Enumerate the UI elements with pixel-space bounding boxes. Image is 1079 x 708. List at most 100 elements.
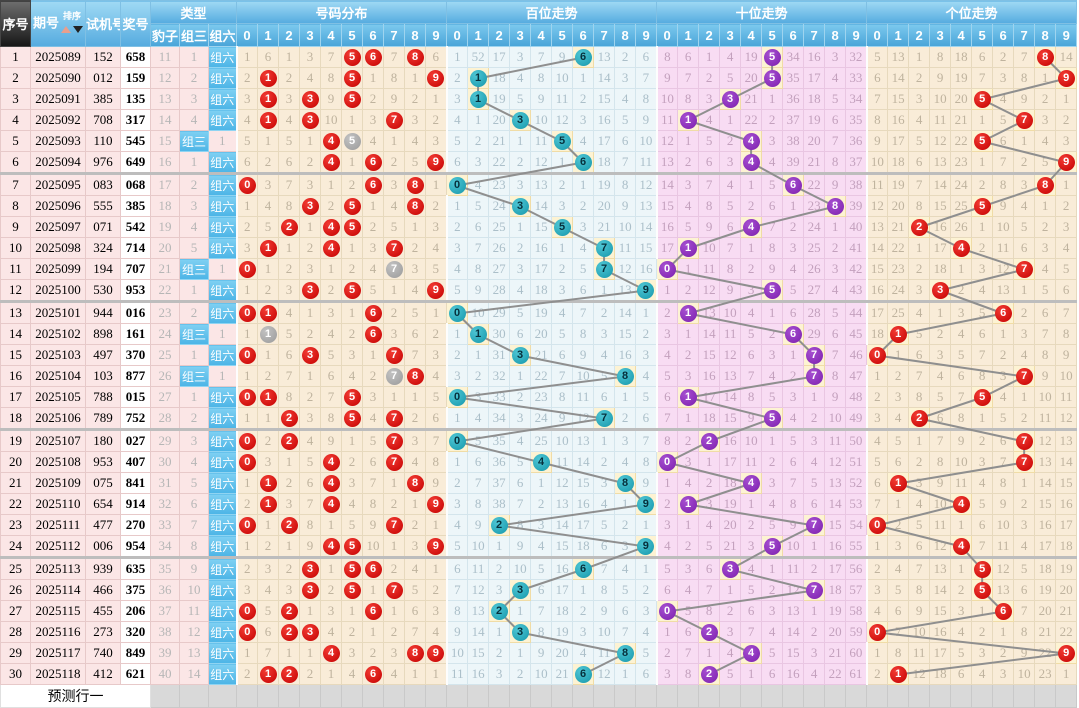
tens-miss-cell: 3 [824,258,847,280]
tens-miss-cell: 2 [698,472,721,494]
group3-cell: 3 [179,429,209,452]
dist-cell: 6 [362,663,385,685]
tens-miss-cell: 4 [803,663,826,685]
hundreds-miss-cell: 2 [572,600,595,622]
hundreds-miss-cell: 13 [467,600,490,622]
tens-miss-cell: 15 [719,407,742,431]
dist-cell: 1 [235,323,259,345]
digit-header: 5 [761,23,784,47]
tens-miss-cell: 4 [698,109,721,131]
test-number-cell: 708 [85,109,121,131]
drawn-digit-circle: 0 [238,433,256,450]
hundreds-miss-cell: 9 [551,46,574,68]
units-digit-circle: 5 [973,91,991,108]
table-row: 8 2025096 555 385 18 3 组六 1 4 8 3 2 5 1 4 8 2 1 5 24 3 14 3 2 20… [0,195,1078,217]
units-miss-cell: 15 [1055,472,1078,494]
tens-miss-cell: 9 [824,173,847,196]
dist-cell: 1 [257,407,280,431]
tens-miss-cell: 2 [677,151,700,175]
period-cell: 2025100 [30,279,86,303]
drawn-digit-circle: 5 [343,410,361,427]
units-miss-cell: 7 [929,429,952,452]
dist-cell: 2 [341,451,364,473]
units-miss-cell: 13 [992,579,1015,601]
tens-miss-cell: 13 [698,301,721,324]
prediction-empty-cell [929,684,952,708]
leopard-miss-cell: 30 [150,451,180,473]
units-miss-cell: 5 [950,344,973,366]
tens-miss-cell: 10 [719,301,742,324]
units-miss-cell: 10 [1034,386,1057,408]
dist-cell: 3 [299,279,322,303]
hundreds-miss-cell: 8 [467,493,490,515]
hundreds-miss-cell: 2 [467,130,490,152]
tens-miss-cell: 12 [719,344,742,366]
units-miss-cell: 18 [1034,557,1057,580]
group3-cell: 1 [179,279,209,303]
section-header-0: 号码分布 [236,0,448,24]
dist-cell: 1 [235,195,259,217]
table-row: 23 2025111 477 270 33 7 组六 0 1 2 8 1 5 9 7 2 1 4 9 2 8 3 14 17 5… [0,514,1078,536]
digit-header: 4 [530,23,553,47]
hundreds-miss-cell: 6 [467,451,490,473]
tens-miss-cell: 56 [845,557,868,580]
table-row: 22 2025110 654 914 32 6 组六 2 1 3 7 4 4 8 2 1 9 3 8 38 7 2 13 16… [0,493,1078,515]
hundreds-miss-cell: 2 [509,151,532,175]
leopard-miss-cell: 12 [150,67,180,89]
tens-miss-cell: 4 [782,407,805,431]
units-miss-cell: 17 [929,642,952,664]
prediction-empty-cell [1034,684,1057,708]
dist-cell: 4 [320,237,343,259]
seq-cell: 8 [0,195,31,217]
group3-cell: 1 [179,344,209,366]
dist-cell: 3 [278,279,301,303]
tens-miss-cell: 34 [782,46,805,68]
tens-miss-cell: 21 [740,88,763,110]
dist-cell: 1 [425,514,448,536]
units-digit-circle: 4 [952,496,970,513]
period-cell: 2025108 [30,451,86,473]
hundreds-miss-cell: 16 [467,663,490,685]
hundreds-miss-cell: 4 [530,535,553,559]
hundreds-miss-cell: 12 [530,151,553,175]
hundreds-miss-cell: 1 [509,600,532,622]
units-miss-cell: 3 [971,258,994,280]
hundreds-miss-cell: 3 [635,344,658,366]
units-miss-cell: 3 [1034,109,1057,131]
tens-miss-cell: 4 [761,151,784,175]
sort-desc-icon[interactable] [73,25,83,33]
units-hit-cell: 9 [1055,642,1078,664]
sort-asc-icon[interactable] [61,25,71,33]
hundreds-miss-cell: 4 [445,109,469,131]
hundreds-miss-cell: 7 [509,493,532,515]
hundreds-miss-cell: 11 [530,130,553,152]
table-row: 16 2025104 103 877 26 组三 1 1 2 7 1 6 4 2 7 8 4 3 2 32 1 22 7 10… [0,365,1078,387]
tens-miss-cell: 3 [677,365,700,387]
units-miss-cell: 2 [929,323,952,345]
hundreds-digit-circle: 2 [490,517,508,534]
dist-cell: 3 [235,579,259,601]
tens-miss-cell: 4 [677,472,700,494]
dist-cell: 3 [425,130,448,152]
group6-cell: 组六 [207,109,238,131]
period-cell: 2025112 [30,535,86,559]
tens-miss-cell: 35 [782,67,805,89]
hundreds-miss-cell: 3 [593,472,616,494]
tens-miss-cell: 8 [677,88,700,110]
test-number-cell: 898 [85,323,121,345]
tens-miss-cell: 41 [845,237,868,259]
units-miss-cell: 3 [1034,237,1057,259]
prediction-empty-cell [572,684,595,708]
tens-miss-cell: 2 [719,600,742,622]
units-miss-cell: 12 [1055,407,1078,431]
dist-cell: 5 [341,557,364,580]
units-miss-cell: 12 [929,130,952,152]
sort-control[interactable]: 排序 [61,11,83,36]
seq-cell: 5 [0,130,31,152]
period-cell: 2025096 [30,195,86,217]
units-miss-cell: 1 [950,514,973,536]
dist-cell: 0 [235,344,259,366]
units-miss-cell: 22 [1055,621,1078,643]
digit-header: 9 [635,23,658,47]
tens-miss-cell: 3 [740,279,763,303]
